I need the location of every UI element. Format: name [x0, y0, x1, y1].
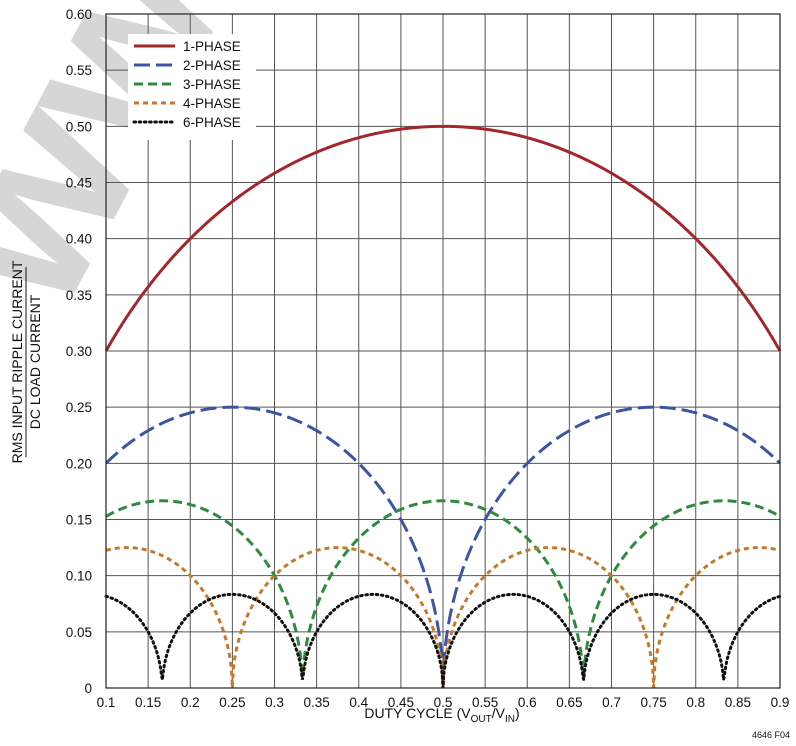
y-axis-title-numerator: RMS INPUT RIPPLE CURRENT	[9, 260, 25, 463]
x-axis-title: DUTY CYCLE (VOUT/VIN)	[364, 705, 519, 725]
x-tick-label: 0.4	[349, 695, 368, 710]
legend-label: 1-PHASE	[183, 39, 241, 54]
y-tick-label: 0.40	[66, 232, 92, 247]
x-axis-title-main: DUTY CYCLE (V	[364, 705, 471, 721]
series-line-3-phase	[105, 499, 781, 677]
x-tick-label: 0.75	[640, 695, 666, 710]
x-tick-label: 0.15	[135, 695, 161, 710]
x-tick-label: 0.65	[556, 695, 582, 710]
y-tick-label: 0.10	[66, 569, 92, 584]
y-tick-label: 0.25	[66, 400, 92, 415]
x-tick-label: 0.9	[771, 695, 790, 710]
legend-label: 2-PHASE	[183, 58, 241, 73]
x-tick-label: 0.1	[97, 695, 116, 710]
plot-frame	[105, 13, 781, 689]
x-tick-label: 0.3	[265, 695, 284, 710]
x-tick-label: 0.8	[686, 695, 705, 710]
y-tick-label: 0.50	[66, 119, 92, 134]
x-tick-label: 0.6	[518, 695, 537, 710]
y-tick-label: 0.60	[66, 7, 92, 22]
x-tick-label: 0.35	[303, 695, 329, 710]
x-axis-ticks: 0.1 0.15 0.2 0.25 0.3 0.35 0.4 0.45 0.5 0.55 0.6 0.…	[97, 695, 790, 710]
x-tick-label: 0.45	[388, 695, 414, 710]
x-tick-label: 0.2	[181, 695, 200, 710]
x-axis-title-end: )	[515, 705, 520, 721]
x-tick-label: 0.7	[602, 695, 621, 710]
legend-label: 3-PHASE	[183, 77, 241, 92]
y-tick-label: 0.35	[66, 288, 92, 303]
x-axis-title-mid: /V	[492, 705, 506, 721]
x-tick-label: 0.25	[219, 695, 245, 710]
y-tick-label: 0.15	[66, 513, 92, 528]
y-tick-label: 0.30	[66, 344, 92, 359]
y-tick-label: 0.45	[66, 176, 92, 191]
x-tick-label: 0.5	[434, 695, 453, 710]
y-tick-label: 0	[84, 681, 92, 696]
y-tick-label: 0.05	[66, 625, 92, 640]
y-tick-label: 0.20	[66, 456, 92, 471]
y-axis-title-denominator: DC LOAD CURRENT	[27, 294, 43, 429]
legend-label: 4-PHASE	[183, 96, 241, 111]
y-tick-label: 0.55	[66, 63, 92, 78]
x-tick-label: 0.85	[725, 695, 751, 710]
y-axis-title: RMS INPUT RIPPLE CURRENT DC LOAD CURRENT	[9, 260, 43, 463]
figure-id: 4646 F04	[752, 730, 790, 740]
legend: 1-PHASE 2-PHASE 3-PHASE 4-PHASE 6-PHASE	[128, 34, 256, 140]
y-axis-ticks: 0 0.05 0.10 0.15 0.20 0.25 0.30 0.35 0.40 0.45 0.5…	[66, 7, 92, 696]
x-tick-label: 0.55	[472, 695, 498, 710]
x-axis-title-sub-in: IN	[505, 714, 515, 725]
series-line-1-phase	[104, 124, 782, 352]
legend-label: 6-PHASE	[183, 115, 241, 130]
x-axis-title-sub-out: OUT	[471, 714, 492, 725]
